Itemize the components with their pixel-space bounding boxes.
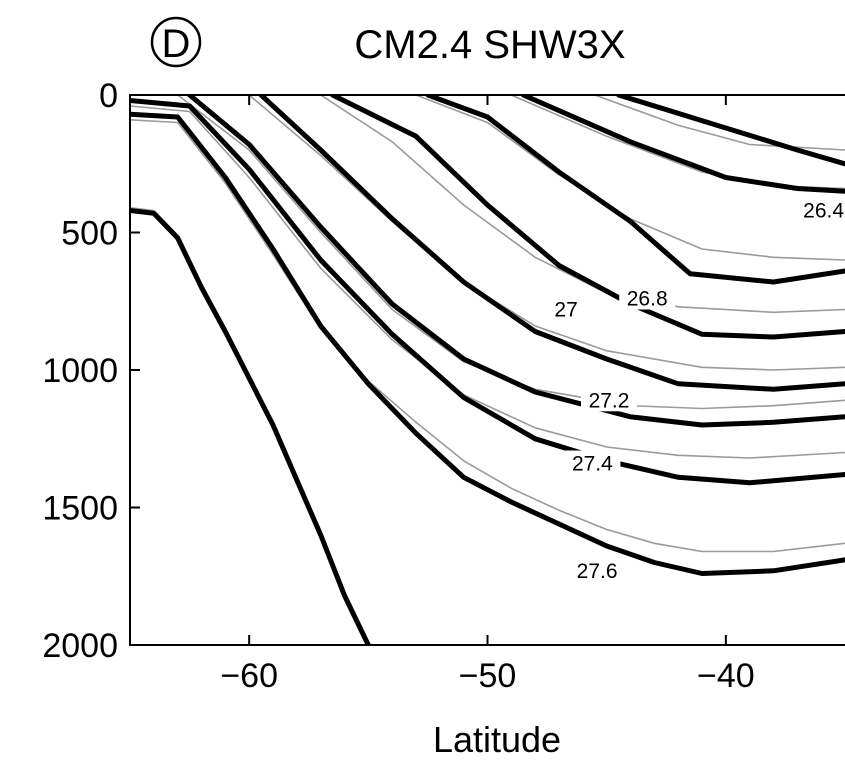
thick-contour-line-4 [330, 95, 845, 340]
contour-label: 27.2 [589, 389, 630, 412]
thin-contour-line-14 [248, 95, 845, 371]
contour-label: 27 [554, 299, 577, 322]
contour-label-background [581, 387, 637, 412]
y-tick-label: 500 [61, 215, 118, 253]
x-axis-title: Latitude [433, 719, 561, 760]
thin-contour-line-13 [319, 95, 845, 314]
thick-contour-line-9 [130, 208, 371, 645]
y-tick-label: 0 [99, 77, 118, 115]
contour-label-background [795, 197, 845, 222]
thick-contour-line-6 [187, 95, 845, 428]
panel-badge-label: D [162, 22, 191, 66]
thin-contour-line-10 [594, 95, 845, 151]
title-group: D CM2.4 SHW3X [150, 16, 626, 68]
thick-contour-line-8 [130, 111, 845, 576]
chart-title: CM2.4 SHW3X [354, 23, 625, 67]
contour-label-layer: 26.4 26.8 27 27.2 27.4 27.6 [550, 197, 845, 583]
thin-contour-line-12 [415, 95, 845, 261]
contour-label-background [564, 450, 621, 475]
contour-label: 26.8 [627, 288, 668, 311]
x-tick-label: −60 [220, 657, 278, 695]
axes: −60 −50 −40 0 500 1000 1500 2000 [42, 77, 845, 695]
contour-label-background [569, 557, 626, 582]
contour-label-background [550, 296, 583, 321]
y-tick-label: 2000 [42, 627, 118, 665]
thin-contour-line-17 [130, 119, 845, 553]
thick-contour-layer [130, 95, 845, 645]
thick-contour-line-3 [425, 95, 845, 285]
contour-label-background [619, 285, 676, 310]
thick-contour-line-2 [520, 95, 845, 194]
contour-label: 27.4 [572, 453, 613, 476]
contour-label: 27.6 [577, 560, 618, 583]
thick-contour-line-1 [616, 95, 845, 167]
thick-contour-line-5 [258, 95, 845, 392]
thick-contour-line-7 [130, 98, 845, 486]
y-tick-label: 1500 [42, 490, 118, 528]
x-tick-label: −50 [459, 657, 517, 695]
y-tick-label: 1000 [42, 352, 118, 390]
panel-badge-circle [150, 16, 202, 68]
thin-contour-line-15 [176, 95, 845, 410]
x-tick-label: −40 [697, 657, 755, 695]
contour-label: 26.4 [803, 200, 844, 223]
